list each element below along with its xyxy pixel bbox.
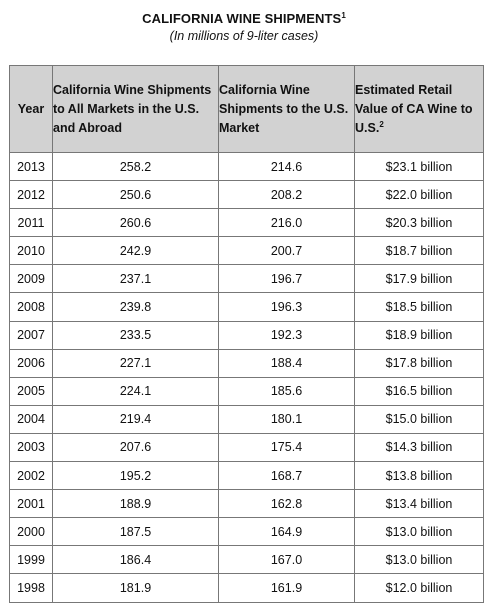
cell-year: 2003 [10,433,53,461]
table-row: 2013 258.2 214.6 $23.1 billion [10,153,484,181]
cell-us-market: 167.0 [219,546,355,574]
cell-us-market: 185.6 [219,377,355,405]
cell-retail-value: $13.0 billion [355,518,484,546]
cell-all-markets: 233.5 [53,321,219,349]
cell-retail-value: $13.0 billion [355,546,484,574]
table-row: 1998 181.9 161.9 $12.0 billion [10,574,484,602]
page-title: CALIFORNIA WINE SHIPMENTS1 [0,10,488,27]
cell-all-markets: 227.1 [53,349,219,377]
cell-us-market: 192.3 [219,321,355,349]
cell-year: 2012 [10,181,53,209]
table-row: 2005 224.1 185.6 $16.5 billion [10,377,484,405]
cell-retail-value: $23.1 billion [355,153,484,181]
table-row: 2011 260.6 216.0 $20.3 billion [10,209,484,237]
cell-us-market: 188.4 [219,349,355,377]
cell-retail-value: $16.5 billion [355,377,484,405]
cell-year: 2009 [10,265,53,293]
header-retail-value: Estimated Retail Value of CA Wine to U.S… [355,66,484,153]
cell-us-market: 216.0 [219,209,355,237]
cell-retail-value: $18.7 billion [355,237,484,265]
cell-us-market: 164.9 [219,518,355,546]
cell-us-market: 175.4 [219,433,355,461]
header-retail-value-footnote-marker: 2 [379,120,383,129]
wine-shipments-table: Year California Wine Shipments to All Ma… [9,65,484,603]
table-body: 2013 258.2 214.6 $23.1 billion 2012 250.6 208.… [10,153,484,603]
header-us-market: California Wine Shipments to the U.S. Ma… [219,66,355,153]
cell-year: 2004 [10,405,53,433]
table-row: 2012 250.6 208.2 $22.0 billion [10,181,484,209]
cell-all-markets: 195.2 [53,462,219,490]
cell-all-markets: 260.6 [53,209,219,237]
cell-us-market: 162.8 [219,490,355,518]
cell-year: 2001 [10,490,53,518]
header-retail-value-text: Estimated Retail Value of CA Wine to U.S… [355,83,473,135]
cell-us-market: 200.7 [219,237,355,265]
cell-us-market: 168.7 [219,462,355,490]
cell-retail-value: $14.3 billion [355,433,484,461]
table-row: 2009 237.1 196.7 $17.9 billion [10,265,484,293]
table-row: 2003 207.6 175.4 $14.3 billion [10,433,484,461]
title-block: CALIFORNIA WINE SHIPMENTS1 (In millions … [0,10,488,45]
cell-retail-value: $20.3 billion [355,209,484,237]
cell-year: 2013 [10,153,53,181]
cell-year: 2002 [10,462,53,490]
table-row: 2010 242.9 200.7 $18.7 billion [10,237,484,265]
cell-retail-value: $22.0 billion [355,181,484,209]
cell-all-markets: 242.9 [53,237,219,265]
cell-all-markets: 250.6 [53,181,219,209]
cell-all-markets: 188.9 [53,490,219,518]
cell-year: 2008 [10,293,53,321]
header-row: Year California Wine Shipments to All Ma… [10,66,484,153]
cell-all-markets: 239.8 [53,293,219,321]
table-header: Year California Wine Shipments to All Ma… [10,66,484,153]
cell-retail-value: $17.9 billion [355,265,484,293]
cell-all-markets: 186.4 [53,546,219,574]
cell-year: 2000 [10,518,53,546]
table-row: 2008 239.8 196.3 $18.5 billion [10,293,484,321]
cell-year: 2011 [10,209,53,237]
cell-year: 2007 [10,321,53,349]
cell-all-markets: 187.5 [53,518,219,546]
cell-us-market: 196.7 [219,265,355,293]
title-text: CALIFORNIA WINE SHIPMENTS [142,11,341,26]
page-subtitle: (In millions of 9-liter cases) [0,27,488,45]
cell-us-market: 196.3 [219,293,355,321]
cell-retail-value: $12.0 billion [355,574,484,602]
cell-all-markets: 219.4 [53,405,219,433]
table-row: 1999 186.4 167.0 $13.0 billion [10,546,484,574]
cell-year: 1998 [10,574,53,602]
title-footnote-marker: 1 [341,11,346,20]
cell-retail-value: $17.8 billion [355,349,484,377]
table-row: 2004 219.4 180.1 $15.0 billion [10,405,484,433]
cell-retail-value: $18.5 billion [355,293,484,321]
table-row: 2002 195.2 168.7 $13.8 billion [10,462,484,490]
cell-all-markets: 224.1 [53,377,219,405]
cell-year: 2006 [10,349,53,377]
cell-us-market: 180.1 [219,405,355,433]
cell-all-markets: 181.9 [53,574,219,602]
cell-retail-value: $13.4 billion [355,490,484,518]
cell-all-markets: 207.6 [53,433,219,461]
cell-all-markets: 237.1 [53,265,219,293]
table-row: 2001 188.9 162.8 $13.4 billion [10,490,484,518]
table-row: 2006 227.1 188.4 $17.8 billion [10,349,484,377]
cell-year: 2005 [10,377,53,405]
cell-all-markets: 258.2 [53,153,219,181]
cell-us-market: 208.2 [219,181,355,209]
table-row: 2000 187.5 164.9 $13.0 billion [10,518,484,546]
table-row: 2007 233.5 192.3 $18.9 billion [10,321,484,349]
cell-year: 2010 [10,237,53,265]
cell-retail-value: $18.9 billion [355,321,484,349]
cell-year: 1999 [10,546,53,574]
header-all-markets: California Wine Shipments to All Markets… [53,66,219,153]
cell-retail-value: $13.8 billion [355,462,484,490]
cell-us-market: 214.6 [219,153,355,181]
cell-retail-value: $15.0 billion [355,405,484,433]
cell-us-market: 161.9 [219,574,355,602]
header-year: Year [10,66,53,153]
